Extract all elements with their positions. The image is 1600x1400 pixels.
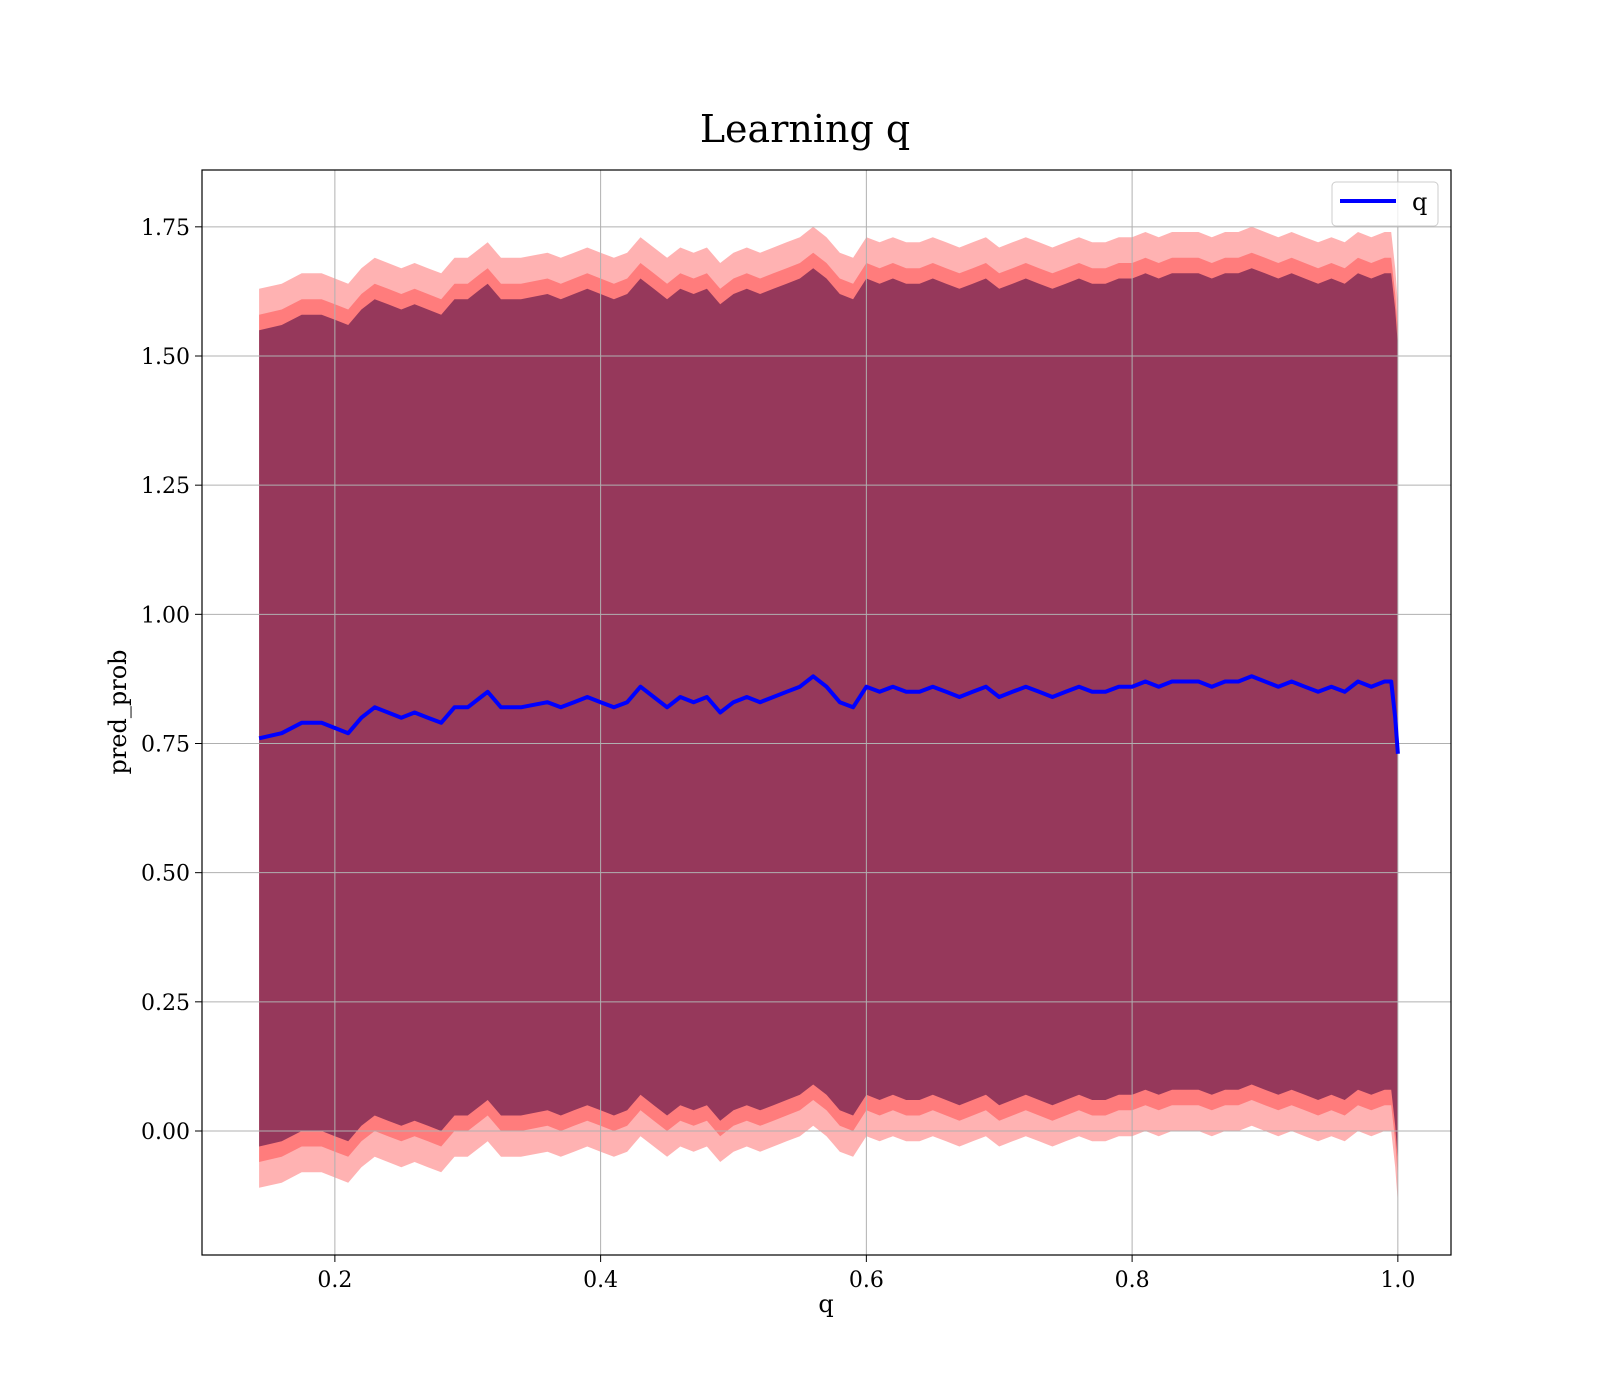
y-tick-label-3: 0.75	[141, 733, 190, 758]
y-tick-label-7: 1.75	[141, 216, 190, 241]
legend: q	[1331, 181, 1439, 227]
y-tick-label-4: 1.00	[141, 603, 190, 628]
y-tick-label-0: 0.00	[141, 1120, 190, 1145]
x-tick-label-3: 0.8	[1115, 1268, 1150, 1293]
x-tick-label-4: 1.0	[1380, 1268, 1415, 1293]
x-tick-label-2: 0.6	[849, 1268, 884, 1293]
series-line-q	[258, 674, 1400, 754]
legend-box	[1331, 181, 1439, 227]
y-tick-label-2: 0.50	[141, 862, 190, 887]
y-axis-ticks: 0.00 0.25 0.50 0.75 1.00 1.25 1.50 1.75	[141, 216, 202, 1145]
y-axis-label: pred_prob	[104, 649, 132, 774]
confidence-bands	[259, 226, 1398, 1204]
x-tick-label-0: 0.2	[317, 1268, 352, 1293]
series-layer	[258, 674, 1400, 754]
x-axis-ticks: 0.2 0.4 0.6 0.8 1.0	[317, 1255, 1415, 1293]
confidence-band-3	[259, 268, 1398, 1162]
x-tick-label-1: 0.4	[583, 1268, 618, 1293]
y-tick-label-6: 1.50	[141, 345, 190, 370]
grid-lines	[202, 170, 1451, 1255]
y-tick-label-1: 0.25	[141, 991, 190, 1016]
plot-frame	[201, 169, 1452, 1256]
x-axis-label: q	[818, 1290, 833, 1318]
y-tick-label-5: 1.25	[141, 474, 190, 499]
chart-title: Learning q	[700, 107, 910, 151]
legend-label-q: q	[1412, 188, 1427, 216]
